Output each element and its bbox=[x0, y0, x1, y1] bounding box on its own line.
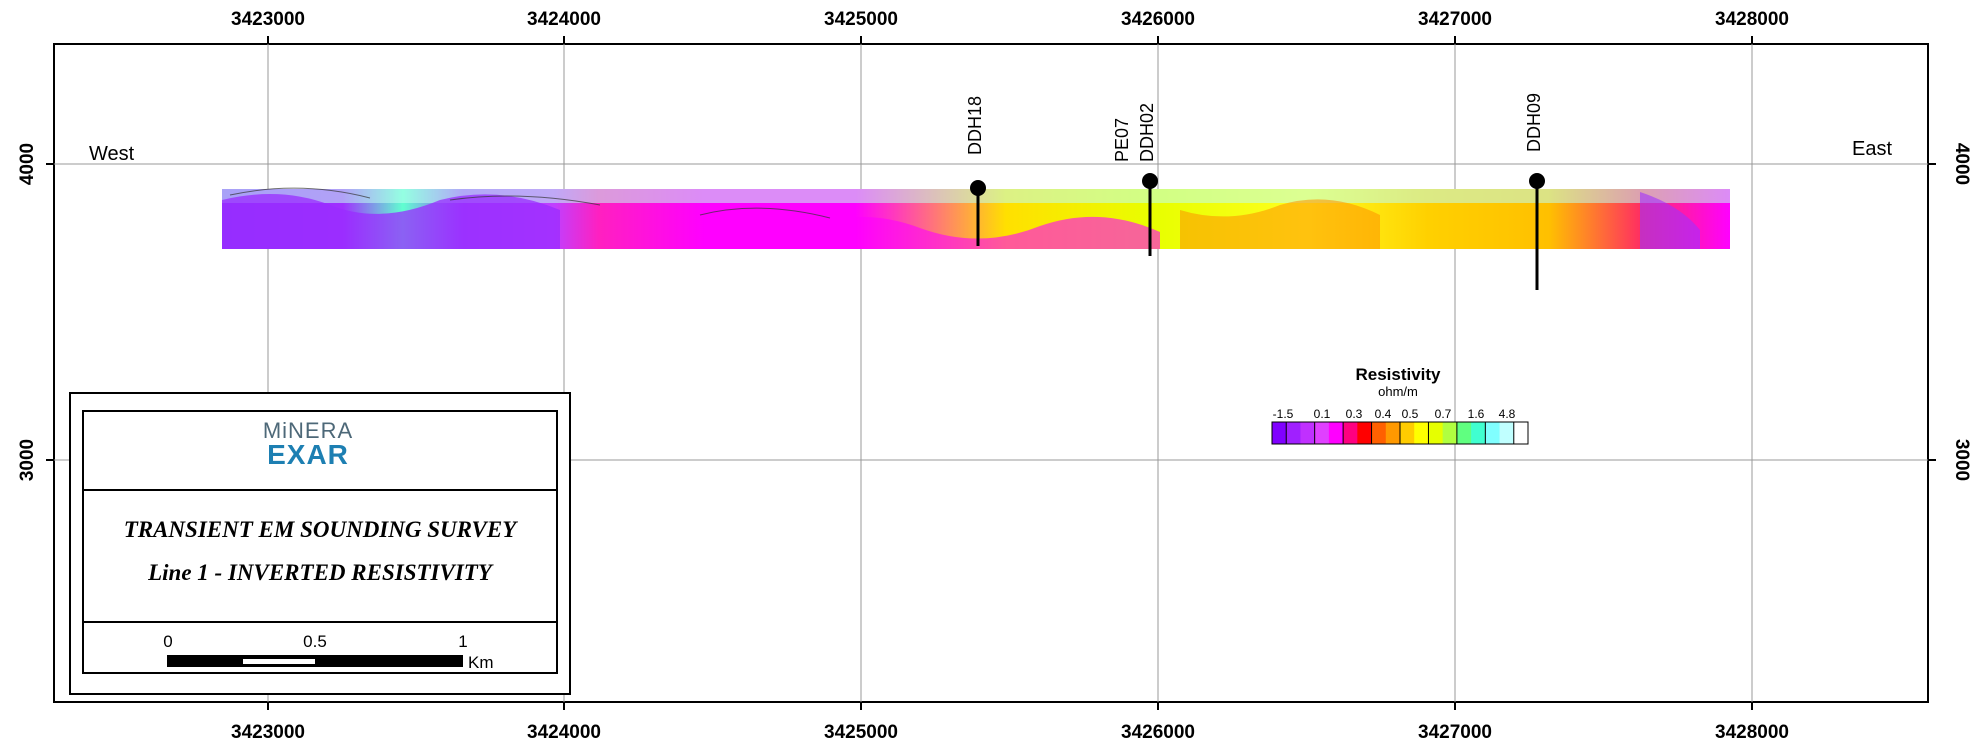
legend-tick-1: 0.1 bbox=[1314, 407, 1331, 421]
legend-swatch bbox=[1428, 422, 1444, 444]
drillhole-ddh18[interactable]: DDH18 bbox=[965, 96, 986, 246]
x-tick-labels-bottom: 3423000 3424000 3425000 3426000 3427000 34280… bbox=[231, 722, 1789, 743]
x-tick-top-0: 3423000 bbox=[231, 9, 305, 30]
map-title-line1: TRANSIENT EM SOUNDING SURVEY bbox=[124, 517, 519, 542]
y-tick-labels-left: 4000 3000 bbox=[17, 143, 38, 481]
legend-swatch bbox=[1314, 422, 1330, 444]
x-tick-bottom-4: 3427000 bbox=[1418, 722, 1492, 743]
legend-swatch bbox=[1300, 422, 1316, 444]
drillhole-label-pe07: PE07 bbox=[1112, 118, 1132, 162]
drillhole-label-ddh18: DDH18 bbox=[965, 96, 985, 155]
x-tick-top-1: 3424000 bbox=[527, 9, 601, 30]
legend-tick-5: 0.7 bbox=[1435, 407, 1452, 421]
legend-color-bar bbox=[1272, 422, 1529, 444]
legend-swatch bbox=[1286, 422, 1301, 444]
legend-swatch bbox=[1513, 422, 1529, 444]
legend-unit: ohm/m bbox=[1378, 384, 1418, 399]
scale-unit: Km bbox=[468, 653, 494, 672]
drillhole-ddh02[interactable]: PE07 DDH02 bbox=[1112, 103, 1158, 256]
legend-tick-2: 0.3 bbox=[1346, 407, 1363, 421]
company-logo-top: MiNERA bbox=[263, 418, 353, 443]
legend-swatch bbox=[1442, 422, 1458, 444]
x-tick-top-5: 3428000 bbox=[1715, 9, 1789, 30]
legend-tick-6: 1.6 bbox=[1468, 407, 1485, 421]
x-tick-bottom-0: 3423000 bbox=[231, 722, 305, 743]
y-tick-right-0: 4000 bbox=[1951, 143, 1972, 185]
legend-tick-7: 4.8 bbox=[1499, 407, 1516, 421]
map-frame bbox=[53, 43, 1929, 703]
drillhole-label-ddh02: DDH02 bbox=[1137, 103, 1157, 162]
legend-tick-labels: -1.5 0.1 0.3 0.4 0.5 0.7 1.6 4.8 bbox=[1273, 407, 1516, 421]
legend-swatch bbox=[1371, 422, 1387, 444]
scale-label-half: 0.5 bbox=[303, 632, 327, 651]
legend-tick-4: 0.5 bbox=[1402, 407, 1419, 421]
drillhole-label-ddh09: DDH09 bbox=[1524, 93, 1544, 152]
east-label: East bbox=[1852, 138, 1892, 160]
legend-swatch bbox=[1485, 422, 1501, 444]
legend-swatch bbox=[1385, 422, 1401, 444]
scale-bar bbox=[167, 655, 463, 667]
legend-swatch bbox=[1471, 422, 1486, 444]
legend-swatch bbox=[1414, 422, 1429, 444]
x-tick-bottom-2: 3425000 bbox=[824, 722, 898, 743]
legend-swatch bbox=[1343, 422, 1358, 444]
x-tick-bottom-1: 3424000 bbox=[527, 722, 601, 743]
title-block: MiNERA EXAR TRANSIENT EM SOUNDING SURVEY… bbox=[69, 392, 571, 695]
legend-swatch bbox=[1328, 422, 1344, 444]
x-tick-top-3: 3426000 bbox=[1121, 9, 1195, 30]
legend-title: Resistivity bbox=[1355, 365, 1441, 384]
scale-label-1: 1 bbox=[458, 632, 467, 651]
scale-label-0: 0 bbox=[163, 632, 172, 651]
resistivity-legend: Resistivity ohm/m -1.5 0.1 0.3 0.4 0.5 0.7 1.6… bbox=[1271, 365, 1529, 445]
drillhole-ddh09[interactable]: DDH09 bbox=[1524, 93, 1545, 290]
legend-swatch bbox=[1499, 422, 1515, 444]
company-logo-bottom: EXAR bbox=[267, 439, 349, 470]
legend-tick-3: 0.4 bbox=[1375, 407, 1392, 421]
legend-swatch bbox=[1272, 422, 1287, 444]
map-title-line2: Line 1 - INVERTED RESISTIVITY bbox=[147, 560, 494, 585]
legend-swatch bbox=[1400, 422, 1415, 444]
x-tick-labels-top: 3423000 3424000 3425000 3426000 3427000 34280… bbox=[231, 9, 1789, 30]
legend-swatch bbox=[1456, 422, 1472, 444]
x-tick-bottom-3: 3426000 bbox=[1121, 722, 1195, 743]
x-tick-top-4: 3427000 bbox=[1418, 9, 1492, 30]
legend-tick-0: -1.5 bbox=[1273, 407, 1294, 421]
x-tick-top-2: 3425000 bbox=[824, 9, 898, 30]
x-tick-bottom-5: 3428000 bbox=[1715, 722, 1789, 743]
y-tick-right-1: 3000 bbox=[1951, 439, 1972, 481]
y-tick-left-1: 3000 bbox=[17, 439, 38, 481]
y-tick-left-0: 4000 bbox=[17, 143, 38, 185]
legend-swatch bbox=[1357, 422, 1373, 444]
y-tick-labels-right: 4000 3000 bbox=[1951, 143, 1972, 481]
resistivity-section bbox=[222, 187, 1730, 249]
west-label: West bbox=[89, 143, 135, 165]
